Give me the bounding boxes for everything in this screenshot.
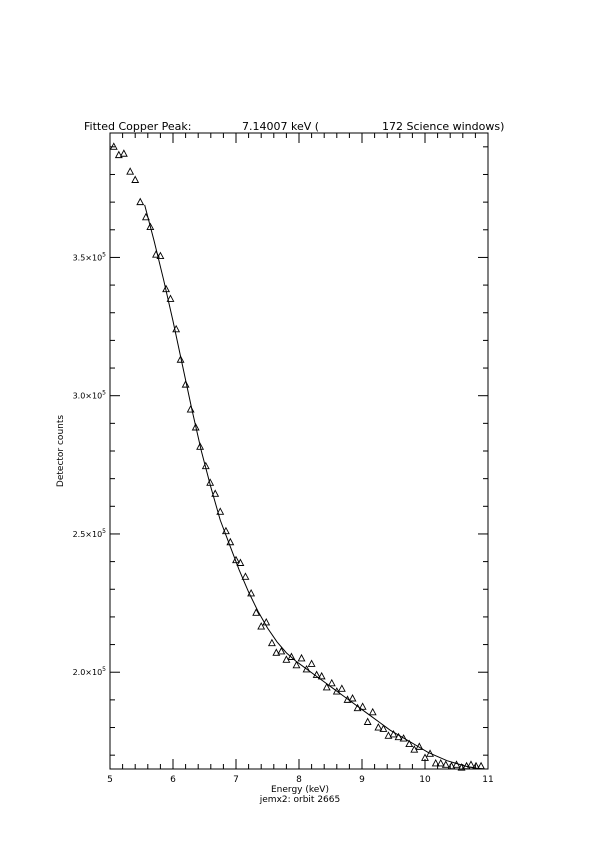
data-point xyxy=(421,753,429,761)
x-axis-label: Energy (keV) xyxy=(271,785,329,795)
data-point xyxy=(452,760,461,768)
y-tick-label: 2.5×105 xyxy=(73,528,107,539)
data-point xyxy=(457,763,466,771)
data-point xyxy=(353,703,362,712)
data-point xyxy=(252,608,261,616)
data-point xyxy=(156,251,165,259)
data-point xyxy=(374,723,383,731)
y-tick-label: 3.5×105 xyxy=(73,251,107,262)
x-tick-labels: 5 6 7 8 9 10 11 xyxy=(107,775,494,785)
data-point xyxy=(322,682,331,691)
data-point xyxy=(368,707,377,716)
data-point xyxy=(472,761,480,770)
data-point xyxy=(312,670,321,678)
y-tick-label: 3.0×105 xyxy=(73,390,107,401)
fit-curve xyxy=(144,204,485,770)
data-point xyxy=(146,222,155,230)
x-tick-label: 6 xyxy=(170,775,176,785)
data-point xyxy=(343,695,352,703)
chart-title-label: Fitted Copper Peak: xyxy=(84,120,191,133)
data-point xyxy=(166,294,175,302)
chart-title-peak: 7.14007 keV ( xyxy=(242,120,319,133)
data-point xyxy=(389,729,398,738)
data-point xyxy=(211,489,220,497)
data-point xyxy=(226,537,235,546)
data-point xyxy=(201,461,210,470)
data-point xyxy=(232,555,240,564)
data-point xyxy=(247,588,256,597)
data-point xyxy=(131,175,140,183)
x-tick-label: 11 xyxy=(482,775,493,785)
x-tick-label: 7 xyxy=(233,775,239,785)
data-point xyxy=(109,142,118,150)
fit-curve-layer xyxy=(144,204,485,770)
data-point xyxy=(236,558,245,566)
data-point xyxy=(152,250,160,258)
data-point xyxy=(394,732,403,741)
data-point xyxy=(119,149,128,157)
data-point xyxy=(467,760,475,768)
data-point xyxy=(348,694,357,702)
data-point xyxy=(302,664,311,673)
data-point xyxy=(327,678,336,687)
data-point xyxy=(477,761,486,770)
x-tick-label: 10 xyxy=(419,775,431,785)
data-point xyxy=(307,659,316,667)
y-axis-label: Detector counts xyxy=(56,415,66,487)
data-point xyxy=(297,653,306,662)
data-point xyxy=(136,197,145,206)
data-point xyxy=(186,405,195,413)
data-point xyxy=(415,742,424,750)
data-points-layer xyxy=(109,142,486,771)
data-point xyxy=(441,760,450,768)
axis-ticks xyxy=(109,133,489,769)
y-tick-labels: 2.0×105 2.5×105 3.0×105 3.5×105 xyxy=(73,251,107,677)
data-point xyxy=(114,150,123,159)
x-tick-label: 8 xyxy=(296,775,302,785)
data-point xyxy=(221,526,230,535)
data-point xyxy=(216,507,225,515)
data-point xyxy=(162,284,171,293)
data-point xyxy=(379,724,388,732)
data-point xyxy=(241,572,250,580)
data-point xyxy=(384,731,393,739)
data-point xyxy=(287,652,296,660)
data-point xyxy=(277,647,286,655)
data-point xyxy=(257,622,266,630)
data-point xyxy=(267,638,276,647)
x-tick-label: 9 xyxy=(359,775,365,785)
y-tick-label: 2.0×105 xyxy=(73,666,107,677)
plot-frame xyxy=(109,132,489,770)
x-tick-label: 5 xyxy=(107,775,113,785)
data-point xyxy=(126,167,135,175)
data-point xyxy=(141,212,150,221)
data-point xyxy=(262,617,271,626)
data-point xyxy=(405,739,414,748)
data-point xyxy=(196,442,205,450)
data-point xyxy=(176,355,185,363)
data-point xyxy=(172,324,181,333)
data-point xyxy=(447,761,456,770)
data-point xyxy=(436,759,445,767)
footer-label: jemx2: orbit 2665 xyxy=(259,795,340,805)
chart-title-windows: 172 Science windows) xyxy=(382,120,504,133)
data-point xyxy=(399,734,408,742)
data-point xyxy=(317,671,326,680)
data-point xyxy=(191,423,200,431)
data-point xyxy=(337,684,346,692)
data-point xyxy=(431,759,440,767)
data-point xyxy=(181,380,190,388)
data-point xyxy=(358,702,367,710)
data-point xyxy=(363,717,372,725)
data-point xyxy=(292,660,301,669)
data-point xyxy=(426,749,434,757)
data-point xyxy=(206,478,215,486)
data-point xyxy=(272,648,281,656)
